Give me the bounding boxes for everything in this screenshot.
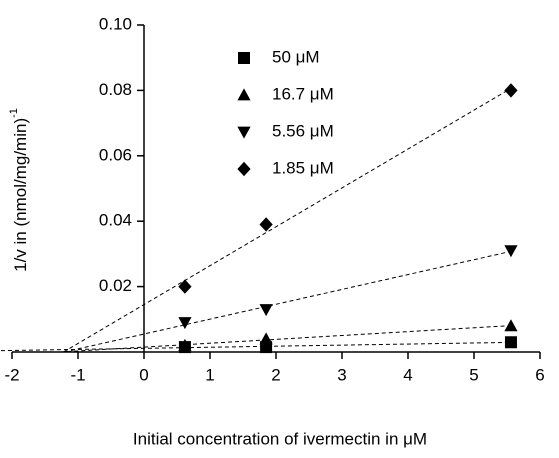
data-point bbox=[259, 217, 273, 232]
y-tick-label: 0.10 bbox=[99, 14, 132, 33]
x-tick-label: 0 bbox=[139, 365, 148, 384]
data-point bbox=[504, 336, 517, 349]
y-tick-label: 0.08 bbox=[99, 80, 132, 99]
data-point bbox=[178, 338, 192, 351]
x-tick-label: 2 bbox=[271, 365, 280, 384]
fit-line bbox=[63, 87, 512, 353]
legend-marker bbox=[238, 52, 250, 64]
data-point bbox=[259, 332, 273, 345]
x-tick-label: 5 bbox=[469, 365, 478, 384]
legend-label: 5.56 μM bbox=[272, 121, 334, 140]
x-tick-label: 3 bbox=[337, 365, 346, 384]
x-tick-label: 1 bbox=[205, 365, 214, 384]
y-axis-label-text: 1/v in (nmol/mg/min) bbox=[11, 118, 30, 272]
y-tick-label: 0.02 bbox=[99, 276, 132, 295]
legend-label: 50 μM bbox=[272, 47, 320, 66]
data-point bbox=[504, 245, 518, 258]
fit-line bbox=[60, 325, 511, 353]
x-tick-label: 4 bbox=[403, 365, 412, 384]
x-tick-label: 6 bbox=[535, 365, 544, 384]
legend-label: 16.7 μM bbox=[272, 84, 334, 103]
data-point bbox=[504, 83, 518, 98]
y-axis-label: 1/v in (nmol/mg/min)-1 bbox=[8, 108, 31, 272]
y-tick-label: 0.06 bbox=[99, 145, 132, 164]
data-point bbox=[178, 317, 192, 330]
data-point bbox=[178, 279, 192, 294]
x-tick-label: -1 bbox=[70, 365, 85, 384]
x-axis-label: Initial concentration of ivermectin in μ… bbox=[133, 429, 427, 448]
data-point bbox=[504, 319, 518, 332]
fit-line bbox=[64, 250, 512, 353]
x-tick-label: -2 bbox=[4, 365, 19, 384]
y-axis-label-group: 1/v in (nmol/mg/min)-1 bbox=[8, 108, 31, 272]
data-point bbox=[259, 304, 273, 317]
legend-marker bbox=[237, 126, 251, 139]
y-axis-label-superscript: -1 bbox=[8, 108, 20, 118]
fit-line bbox=[0, 341, 511, 352]
legend-marker bbox=[237, 88, 251, 101]
y-tick-label: 0.04 bbox=[99, 211, 132, 230]
legend-marker bbox=[237, 161, 251, 177]
legend-label: 1.85 μM bbox=[272, 158, 334, 177]
